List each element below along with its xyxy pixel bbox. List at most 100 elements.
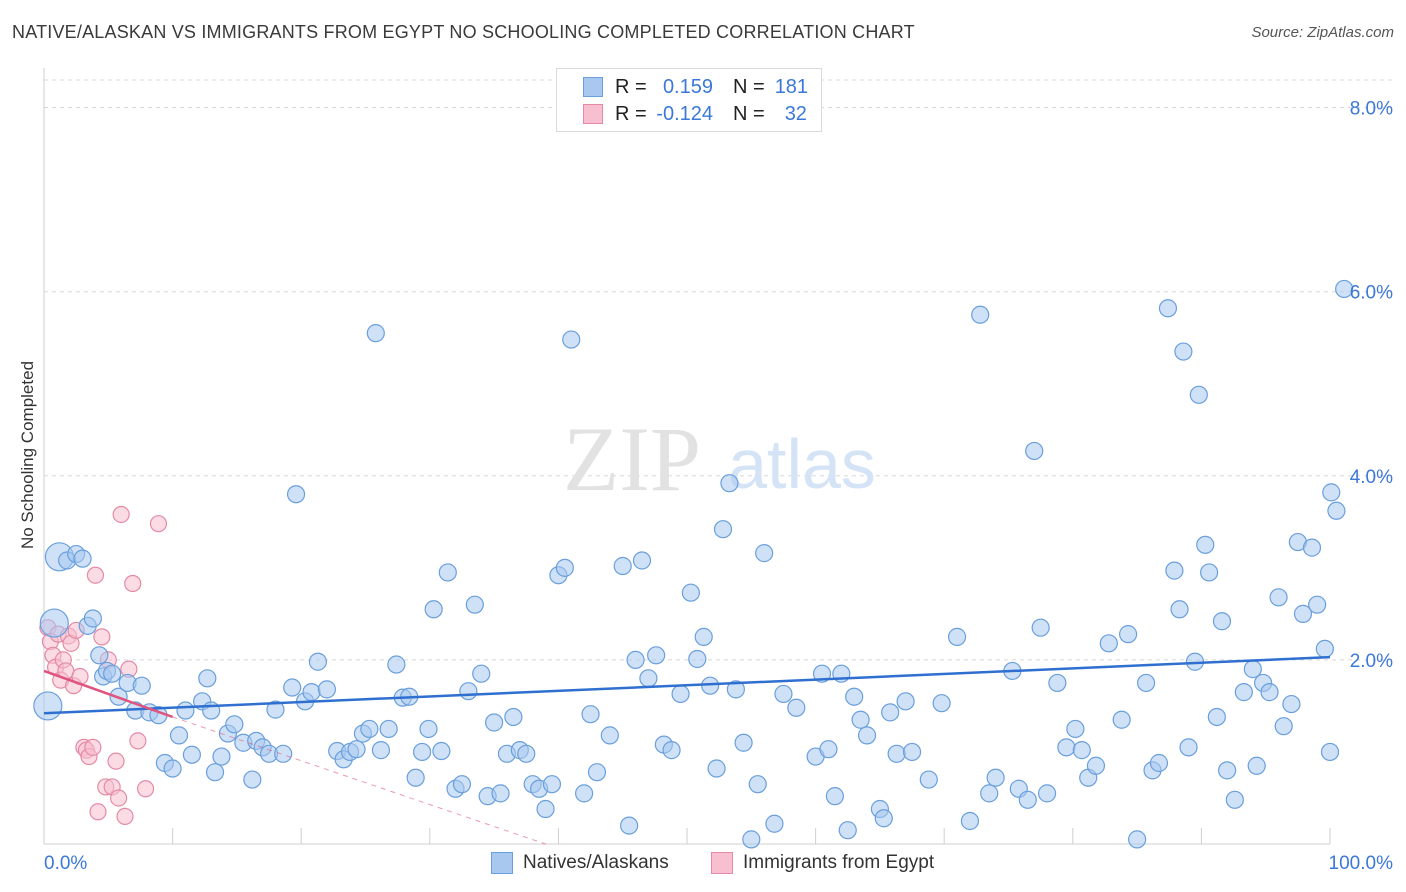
natives-point — [103, 664, 122, 683]
natives-point — [600, 726, 619, 745]
y-tick-label: 6.0% — [1350, 283, 1393, 304]
egypt-point — [89, 803, 107, 821]
natives-point — [896, 692, 915, 711]
legend-item-natives[interactable]: Natives/Alaskans — [491, 852, 669, 874]
natives-point — [73, 549, 92, 568]
natives-point — [266, 700, 285, 719]
natives-point — [632, 551, 652, 570]
natives-point — [980, 784, 999, 803]
natives-point — [432, 741, 451, 761]
natives-point — [1200, 563, 1219, 582]
natives-point — [371, 741, 391, 760]
natives-point — [1018, 790, 1037, 809]
egypt-point — [136, 780, 155, 798]
series-legend: Natives/Alaskans Immigrants from Egypt — [0, 852, 1406, 878]
natives-point — [317, 680, 337, 699]
natives-point — [243, 770, 262, 789]
natives-point — [283, 678, 302, 697]
natives-point — [720, 474, 739, 493]
natives-point — [1118, 625, 1138, 644]
natives-point — [366, 324, 385, 343]
natives-trend-line — [43, 655, 1331, 715]
natives-point — [286, 485, 306, 504]
natives-point — [83, 609, 102, 628]
natives-point — [851, 710, 870, 729]
legend-row-egypt: R = -0.124 N = 32 — [583, 103, 807, 125]
natives-point — [163, 759, 182, 778]
natives-point — [902, 742, 922, 762]
egypt-point — [129, 732, 147, 750]
y-tick-label: 2.0% — [1350, 651, 1393, 672]
legend-r-label: R = — [615, 102, 647, 125]
trend-lines — [43, 655, 1331, 845]
natives-point — [212, 747, 231, 766]
natives-point — [472, 664, 491, 683]
natives-point — [1066, 719, 1085, 739]
natives-point — [1315, 639, 1334, 658]
natives-point — [626, 650, 645, 670]
legend-n-value: 181 — [774, 75, 809, 98]
natives-point — [1207, 707, 1226, 727]
natives-point — [504, 707, 523, 727]
natives-point — [1293, 604, 1313, 623]
grid-lines — [44, 79, 1392, 661]
natives-point — [1072, 741, 1091, 760]
watermark: ZIP atlas — [563, 408, 876, 510]
natives-point — [647, 646, 666, 665]
natives-point — [1149, 753, 1169, 773]
natives-point — [919, 770, 938, 789]
natives-point — [971, 305, 990, 324]
natives-point — [1086, 756, 1106, 775]
natives-point — [1335, 279, 1354, 299]
egypt-trend-line — [43, 669, 174, 719]
natives-point — [742, 830, 761, 849]
egypt-point — [149, 515, 168, 533]
natives-point — [465, 595, 484, 614]
legend-swatch-natives — [491, 852, 513, 874]
legend-swatch-natives — [583, 77, 603, 97]
natives-point — [874, 809, 893, 828]
natives-point — [1322, 483, 1341, 502]
natives-point — [639, 669, 658, 688]
natives-point — [960, 811, 980, 831]
natives-point — [132, 676, 151, 695]
natives-point — [838, 821, 857, 840]
natives-point — [1308, 595, 1327, 614]
natives-point — [1320, 742, 1340, 762]
natives-point — [1212, 612, 1232, 631]
natives-point — [1327, 501, 1346, 520]
natives-point — [347, 740, 366, 759]
natives-point — [485, 713, 504, 732]
correlation-legend: R = 0.159 N = 181 R = -0.124 N = 32 — [556, 68, 822, 132]
natives-point — [755, 544, 774, 563]
natives-point — [819, 740, 838, 759]
natives-point — [845, 687, 864, 706]
natives-point — [613, 556, 632, 576]
natives-point — [1189, 385, 1208, 404]
natives-point — [774, 684, 793, 704]
natives-point — [713, 520, 733, 539]
natives-point — [1196, 535, 1215, 554]
natives-point — [536, 799, 555, 819]
legend-swatch-egypt — [583, 104, 603, 124]
natives-point — [517, 744, 536, 763]
natives-point — [1174, 342, 1193, 361]
natives-point — [182, 745, 201, 764]
natives-point — [1165, 561, 1184, 580]
natives-point — [726, 680, 745, 699]
legend-item-egypt[interactable]: Immigrants from Egypt — [711, 852, 934, 874]
natives-point — [734, 733, 753, 752]
natives-point — [1269, 588, 1288, 607]
natives-point — [765, 814, 784, 833]
natives-point — [748, 775, 767, 794]
egypt-point — [112, 505, 130, 524]
natives-point — [308, 652, 328, 671]
natives-point — [1031, 618, 1050, 637]
natives-point — [1282, 694, 1301, 714]
natives-point — [419, 719, 438, 739]
legend-n-label: N = — [733, 75, 765, 98]
natives-point — [1099, 634, 1118, 653]
series-natives-points — [33, 279, 1354, 849]
legend-row-natives: R = 0.159 N = 181 — [583, 76, 808, 98]
